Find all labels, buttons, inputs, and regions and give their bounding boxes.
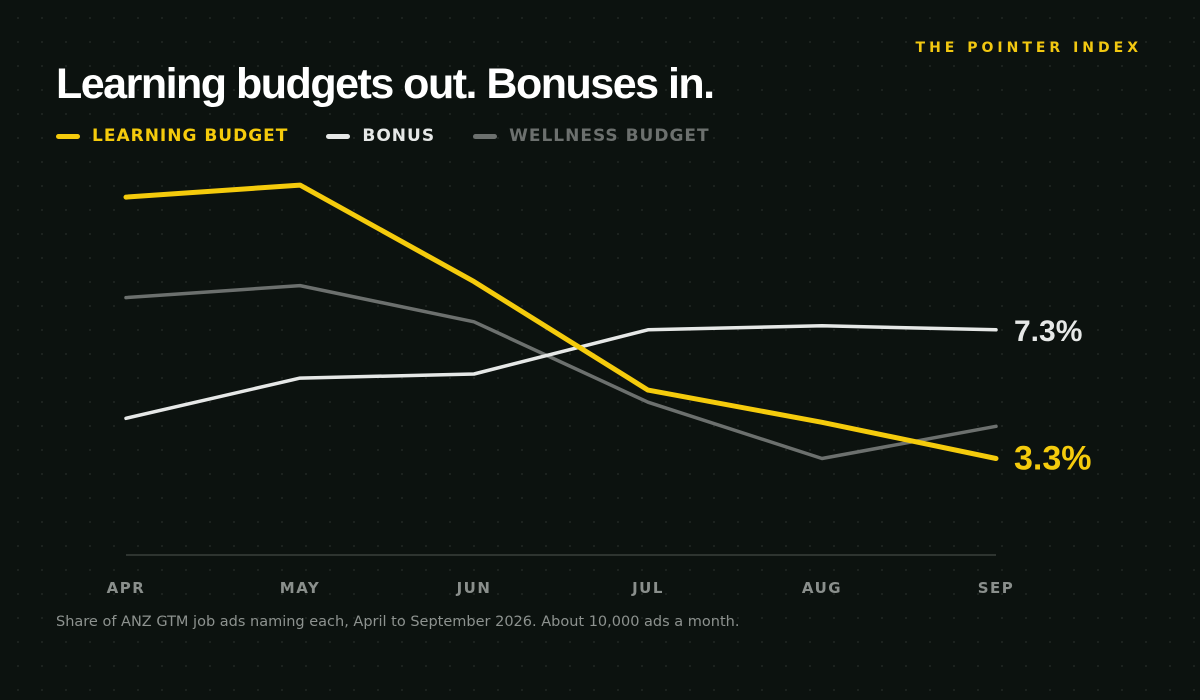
legend-item-learning-budget: LEARNING BUDGET	[56, 126, 288, 146]
x-tick-label: AUG	[802, 579, 842, 597]
chart-legend: LEARNING BUDGET BONUS WELLNESS BUDGET	[56, 126, 710, 146]
end-label-bonus: 7.3%	[1014, 315, 1082, 348]
legend-item-wellness-budget: WELLNESS BUDGET	[473, 126, 710, 146]
chart-title: Learning budgets out. Bonuses in.	[56, 60, 715, 108]
end-label-learning-budget: 3.3%	[1014, 439, 1092, 477]
x-tick-label: APR	[107, 579, 146, 597]
x-axis-ticks: APR MAY JUN JUL AUG SEP	[107, 579, 1015, 597]
legend-label-learning-budget: LEARNING BUDGET	[92, 126, 289, 146]
footnote: Share of ANZ GTM job ads naming each, Ap…	[56, 614, 740, 630]
legend-label-wellness-budget: WELLNESS BUDGET	[509, 126, 710, 146]
series-line-bonus	[124, 324, 998, 421]
series-line-learning-budget	[123, 182, 999, 461]
series-line-wellness-budget	[124, 283, 998, 461]
x-tick-label: JUN	[456, 579, 492, 597]
legend-label-bonus: BONUS	[362, 126, 436, 146]
brand-label: THE POINTER INDEX	[915, 40, 1142, 56]
x-tick-label: SEP	[978, 579, 1015, 597]
legend-item-bonus: BONUS	[326, 126, 435, 146]
end-labels: 3.3% 7.3%	[1014, 315, 1092, 478]
x-tick-label: JUL	[631, 579, 664, 597]
legend-swatch-wellness-budget	[473, 133, 498, 139]
legend-swatch-bonus	[326, 133, 351, 139]
series-lines	[123, 182, 999, 461]
x-tick-label: MAY	[280, 579, 320, 597]
legend-swatch-learning-budget	[56, 133, 80, 139]
